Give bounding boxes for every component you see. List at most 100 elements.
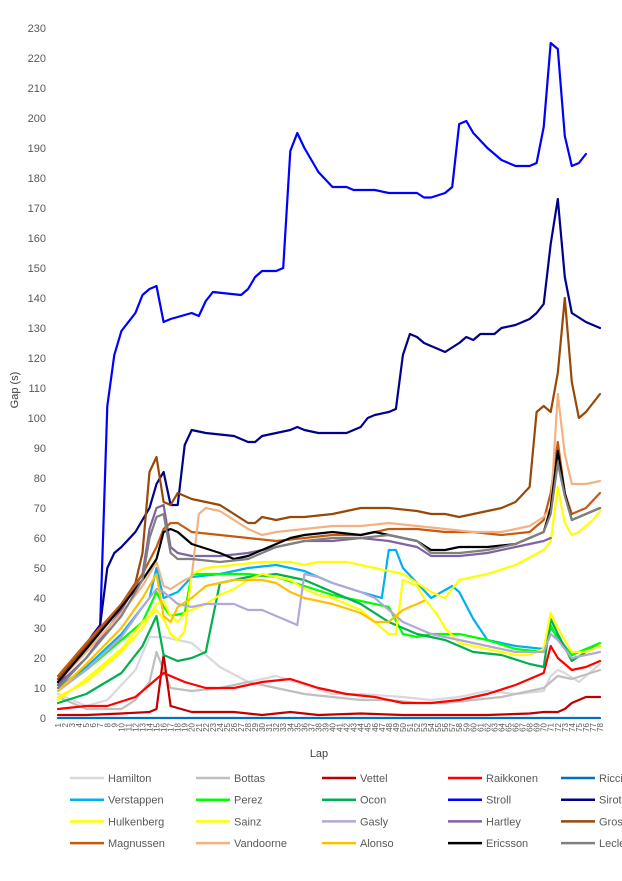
x-tick-label: 66: [512, 722, 521, 731]
x-tick-label: 51: [406, 722, 415, 731]
legend-label: Leclerc: [599, 838, 622, 850]
x-tick-label: 36: [300, 722, 309, 731]
x-tick-label: 59: [462, 722, 471, 731]
legend-label: Hulkenberg: [108, 816, 164, 828]
x-tick-label: 76: [582, 722, 591, 731]
x-tick-label: 27: [237, 722, 246, 731]
y-tick-label: 70: [34, 503, 46, 515]
x-axis: 1234567891011121314151617181920212223242…: [54, 718, 605, 732]
x-tick-label: 29: [251, 722, 260, 731]
x-tick-label: 50: [399, 722, 408, 731]
y-tick-label: 200: [28, 113, 46, 125]
x-tick-label: 6: [89, 722, 98, 727]
x-tick-label: 13: [138, 722, 147, 731]
y-tick-label: 40: [34, 593, 46, 605]
x-tick-label: 77: [589, 722, 598, 731]
x-tick-label: 23: [209, 722, 218, 731]
x-tick-label: 45: [364, 722, 373, 731]
x-tick-label: 62: [483, 722, 492, 731]
x-tick-label: 42: [343, 722, 352, 731]
y-tick-label: 100: [28, 413, 46, 425]
x-tick-label: 5: [82, 722, 91, 727]
y-tick-label: 60: [34, 533, 46, 545]
legend-label: Ocon: [360, 795, 386, 807]
x-tick-label: 10: [117, 722, 126, 731]
x-tick-label: 56: [441, 722, 450, 731]
x-tick-label: 57: [448, 722, 457, 731]
legend-label: Hamilton: [108, 773, 151, 785]
y-tick-label: 110: [28, 383, 46, 395]
series-line-vettel: [56, 653, 602, 717]
y-tick-label: 10: [34, 683, 46, 695]
x-tick-label: 35: [293, 722, 302, 731]
x-tick-label: 2: [61, 722, 70, 727]
legend-label: Stroll: [486, 795, 511, 807]
x-tick-label: 1: [54, 722, 63, 727]
x-axis-label: Lap: [310, 748, 328, 760]
x-tick-label: 26: [230, 722, 239, 731]
y-tick-label: 130: [28, 323, 46, 335]
y-tick-label: 80: [34, 473, 46, 485]
series-line-magnussen: [56, 440, 602, 678]
legend-label: Perez: [234, 795, 263, 807]
series-line-bottas: [56, 650, 602, 711]
series-line-gasly: [56, 572, 602, 693]
x-tick-label: 74: [568, 722, 577, 731]
legend: Hamilton Bottas Vettel Raikkonen Ricciardo Ve…: [70, 773, 622, 850]
x-tick-label: 22: [202, 722, 211, 731]
x-tick-label: 46: [371, 722, 380, 731]
x-tick-label: 53: [420, 722, 429, 731]
x-tick-label: 64: [497, 722, 506, 731]
x-tick-label: 70: [540, 722, 549, 731]
y-tick-label: 50: [34, 563, 46, 575]
x-tick-label: 14: [146, 722, 155, 731]
legend-label: Verstappen: [108, 795, 164, 807]
series-line-sainz: [56, 485, 602, 702]
legend-label: Grosjean: [599, 816, 622, 828]
series-line-leclerc: [56, 461, 602, 690]
y-tick-label: 140: [28, 293, 46, 305]
x-tick-label: 38: [314, 722, 323, 731]
series-line-alonso: [56, 572, 426, 693]
x-tick-label: 49: [392, 722, 401, 731]
x-tick-label: 67: [519, 722, 528, 731]
x-tick-label: 16: [160, 722, 169, 731]
legend-label: Sainz: [234, 816, 262, 828]
x-tick-label: 55: [434, 722, 443, 731]
x-tick-label: 43: [350, 722, 359, 731]
x-tick-label: 48: [385, 722, 394, 731]
y-tick-label: 220: [28, 53, 46, 65]
x-tick-label: 68: [526, 722, 535, 731]
x-tick-label: 73: [561, 722, 570, 731]
y-tick-label: 120: [28, 353, 46, 365]
y-tick-label: 150: [28, 263, 46, 275]
legend-label: Vandoorne: [234, 838, 287, 850]
y-tick-label: 180: [28, 173, 46, 185]
x-tick-label: 32: [272, 722, 281, 731]
x-tick-label: 40: [329, 722, 338, 731]
y-tick-label: 170: [28, 203, 46, 215]
y-axis: 0 10 20 30 40 50 60 70 80 90 100 110 120 130 140 150 160…: [28, 23, 46, 725]
series-line-stroll: [56, 41, 587, 687]
y-tick-label: 90: [34, 443, 46, 455]
x-tick-label: 20: [188, 722, 197, 731]
x-tick-label: 28: [244, 722, 253, 731]
y-tick-label: 230: [28, 23, 46, 35]
x-tick-label: 24: [216, 722, 225, 731]
y-tick-label: 210: [28, 83, 46, 95]
x-tick-label: 17: [167, 722, 176, 731]
x-tick-label: 21: [195, 722, 204, 731]
x-tick-label: 54: [427, 722, 436, 731]
x-tick-label: 18: [174, 722, 183, 731]
y-axis-label: Gap (s): [9, 372, 21, 409]
x-tick-label: 3: [68, 722, 77, 727]
series-line-grosjean: [56, 296, 602, 681]
x-tick-label: 63: [490, 722, 499, 731]
legend-label: Ericsson: [486, 838, 528, 850]
series-line-ocon: [56, 572, 602, 705]
x-tick-label: 30: [258, 722, 267, 731]
x-tick-label: 25: [223, 722, 232, 731]
x-tick-label: 47: [378, 722, 387, 731]
